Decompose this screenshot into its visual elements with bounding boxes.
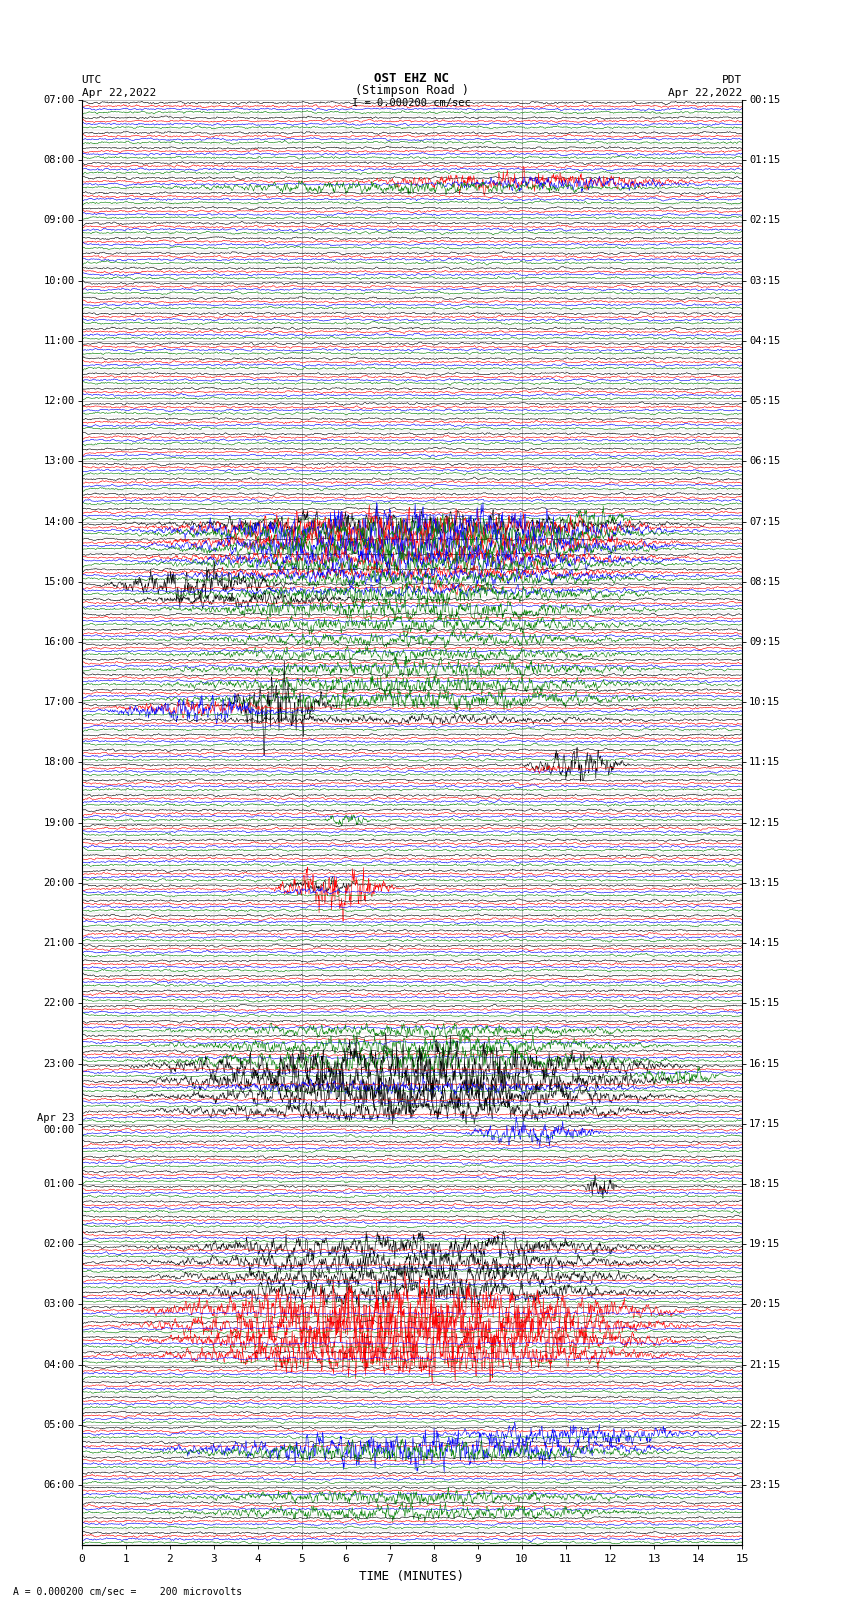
Text: A = 0.000200 cm/sec =    200 microvolts: A = 0.000200 cm/sec = 200 microvolts: [13, 1587, 242, 1597]
Text: PDT: PDT: [722, 76, 742, 85]
X-axis label: TIME (MINUTES): TIME (MINUTES): [360, 1569, 464, 1582]
Text: Apr 22,2022: Apr 22,2022: [82, 89, 156, 98]
Text: I = 0.000200 cm/sec: I = 0.000200 cm/sec: [353, 98, 471, 108]
Text: (Stimpson Road ): (Stimpson Road ): [354, 84, 469, 97]
Text: Apr 22,2022: Apr 22,2022: [668, 89, 742, 98]
Text: UTC: UTC: [82, 76, 102, 85]
Text: OST EHZ NC: OST EHZ NC: [374, 73, 450, 85]
